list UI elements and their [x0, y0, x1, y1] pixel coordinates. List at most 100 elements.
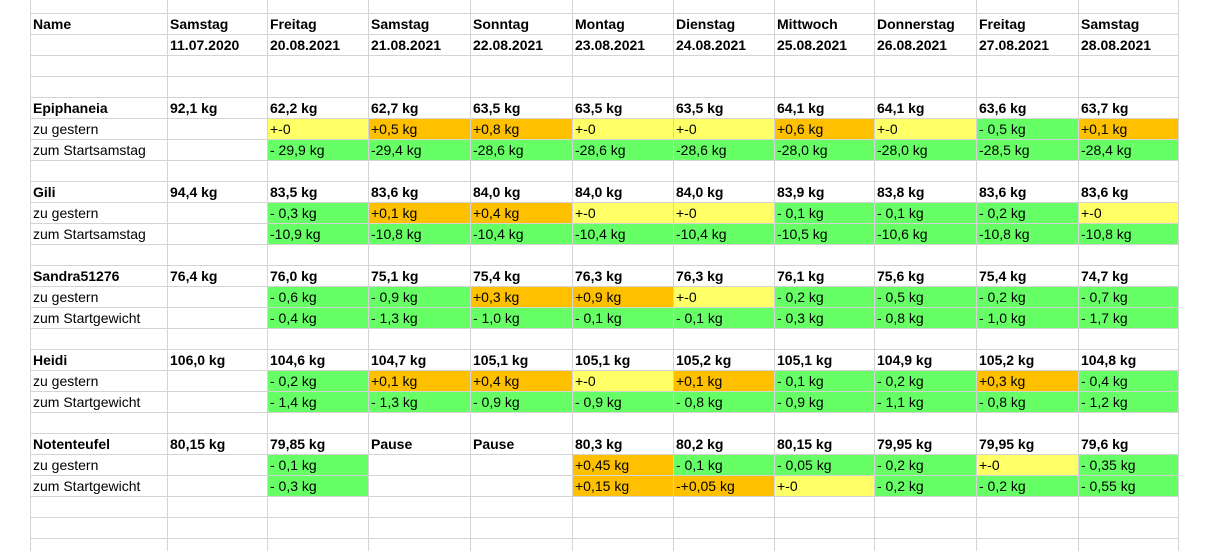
- weight-cell[interactable]: 83,6 kg: [979, 184, 1027, 200]
- header-day-cell[interactable]: Sonntag: [473, 16, 529, 32]
- delta-start-cell[interactable]: -10,6 kg: [875, 224, 976, 244]
- header-name-cell[interactable]: Name: [33, 16, 72, 32]
- header-day-cell[interactable]: Mittwoch: [777, 16, 838, 32]
- delta-start-cell[interactable]: - 0,1 kg: [674, 308, 774, 328]
- delta-yesterday-cell[interactable]: - 0,35 kg: [1079, 455, 1178, 475]
- weight-cell[interactable]: 79,85 kg: [270, 436, 326, 452]
- header-day-cell[interactable]: Freitag: [979, 16, 1026, 32]
- weight-cell[interactable]: 104,9 kg: [877, 352, 933, 368]
- delta-start-cell[interactable]: - 1,0 kg: [471, 308, 572, 328]
- delta-start-cell[interactable]: - 0,8 kg: [875, 308, 976, 328]
- delta-start-cell[interactable]: - 0,3 kg: [268, 476, 368, 496]
- delta-yesterday-cell[interactable]: +0,4 kg: [471, 371, 572, 391]
- header-date-cell[interactable]: 21.08.2021: [371, 37, 442, 53]
- weight-cell[interactable]: 64,1 kg: [777, 100, 825, 116]
- delta-yesterday-cell[interactable]: - 0,1 kg: [775, 203, 874, 223]
- weight-cell[interactable]: 74,7 kg: [1081, 268, 1129, 284]
- delta-start-cell[interactable]: -28,6 kg: [674, 140, 774, 160]
- person-name-cell[interactable]: Epiphaneia: [33, 100, 108, 116]
- delta-start-cell[interactable]: -10,4 kg: [573, 224, 673, 244]
- delta-start-cell[interactable]: -28,0 kg: [775, 140, 874, 160]
- delta-yesterday-cell[interactable]: - 0,4 kg: [1079, 371, 1178, 391]
- delta-start-cell[interactable]: - 0,8 kg: [674, 392, 774, 412]
- weight-cell[interactable]: 63,7 kg: [1081, 100, 1129, 116]
- weight-cell[interactable]: 105,1 kg: [777, 352, 833, 368]
- row-label-cell[interactable]: zum Startgewicht: [33, 310, 141, 326]
- delta-yesterday-cell[interactable]: [471, 455, 572, 475]
- delta-yesterday-cell[interactable]: +0,1 kg: [674, 371, 774, 391]
- delta-yesterday-cell[interactable]: +-0: [977, 455, 1078, 475]
- weight-cell[interactable]: 63,5 kg: [473, 100, 521, 116]
- header-day-cell[interactable]: Samstag: [371, 16, 430, 32]
- weight-cell[interactable]: 104,7 kg: [371, 352, 427, 368]
- delta-yesterday-cell[interactable]: - 0,1 kg: [674, 455, 774, 475]
- delta-start-cell[interactable]: -+0,05 kg: [674, 476, 774, 496]
- row-label-cell[interactable]: zum Startgewicht: [33, 394, 141, 410]
- delta-start-cell[interactable]: -10,4 kg: [674, 224, 774, 244]
- delta-yesterday-cell[interactable]: +0,1 kg: [369, 371, 470, 391]
- weight-cell[interactable]: 75,1 kg: [371, 268, 419, 284]
- weight-cell[interactable]: 83,6 kg: [371, 184, 419, 200]
- weight-cell[interactable]: 106,0 kg: [170, 352, 226, 368]
- delta-yesterday-cell[interactable]: +-0: [875, 119, 976, 139]
- delta-start-cell[interactable]: -28,5 kg: [977, 140, 1078, 160]
- person-name-cell[interactable]: Notenteufel: [33, 436, 110, 452]
- weight-cell[interactable]: 94,4 kg: [170, 184, 218, 200]
- delta-start-cell[interactable]: +0,15 kg: [573, 476, 673, 496]
- delta-yesterday-cell[interactable]: - 0,2 kg: [875, 371, 976, 391]
- delta-start-cell[interactable]: - 0,2 kg: [977, 476, 1078, 496]
- delta-start-cell[interactable]: -29,4 kg: [369, 140, 470, 160]
- delta-start-cell[interactable]: -10,8 kg: [977, 224, 1078, 244]
- delta-yesterday-cell[interactable]: +0,45 kg: [573, 455, 673, 475]
- row-label-cell[interactable]: zum Startsamstag: [33, 142, 146, 158]
- delta-start-cell[interactable]: - 0,3 kg: [775, 308, 874, 328]
- weight-cell[interactable]: 92,1 kg: [170, 100, 218, 116]
- delta-yesterday-cell[interactable]: - 0,6 kg: [268, 287, 368, 307]
- delta-yesterday-cell[interactable]: +-0: [674, 287, 774, 307]
- weight-cell[interactable]: 76,3 kg: [575, 268, 623, 284]
- delta-yesterday-cell[interactable]: +-0: [573, 119, 673, 139]
- delta-start-cell[interactable]: -10,5 kg: [775, 224, 874, 244]
- weight-cell[interactable]: 84,0 kg: [676, 184, 724, 200]
- weight-cell[interactable]: 83,8 kg: [877, 184, 925, 200]
- delta-start-cell[interactable]: - 0,8 kg: [977, 392, 1078, 412]
- delta-start-cell[interactable]: -28,4 kg: [1079, 140, 1178, 160]
- weight-cell[interactable]: 62,2 kg: [270, 100, 318, 116]
- delta-yesterday-cell[interactable]: - 0,5 kg: [977, 119, 1078, 139]
- delta-start-cell[interactable]: - 1,3 kg: [369, 392, 470, 412]
- delta-start-cell[interactable]: [471, 476, 572, 496]
- weight-cell[interactable]: 79,6 kg: [1081, 436, 1129, 452]
- row-label-cell[interactable]: zu gestern: [33, 121, 99, 137]
- weight-cell[interactable]: 76,3 kg: [676, 268, 724, 284]
- delta-start-cell[interactable]: - 29,9 kg: [268, 140, 368, 160]
- delta-start-cell[interactable]: - 0,9 kg: [573, 392, 673, 412]
- delta-start-cell[interactable]: - 1,4 kg: [268, 392, 368, 412]
- delta-start-cell[interactable]: -10,8 kg: [369, 224, 470, 244]
- delta-start-cell[interactable]: - 0,1 kg: [573, 308, 673, 328]
- delta-start-cell[interactable]: -10,4 kg: [471, 224, 572, 244]
- delta-start-cell[interactable]: +-0: [775, 476, 874, 496]
- weight-cell[interactable]: 80,3 kg: [575, 436, 623, 452]
- weight-cell[interactable]: 79,95 kg: [877, 436, 933, 452]
- row-label-cell[interactable]: zum Startgewicht: [33, 478, 141, 494]
- weight-cell[interactable]: 75,4 kg: [473, 268, 521, 284]
- delta-yesterday-cell[interactable]: +0,1 kg: [369, 203, 470, 223]
- delta-start-cell[interactable]: - 0,2 kg: [875, 476, 976, 496]
- delta-yesterday-cell[interactable]: +-0: [573, 371, 673, 391]
- header-date-cell[interactable]: 11.07.2020: [170, 37, 240, 53]
- row-label-cell[interactable]: zu gestern: [33, 457, 99, 473]
- weight-cell[interactable]: 76,4 kg: [170, 268, 218, 284]
- weight-cell[interactable]: 80,15 kg: [777, 436, 833, 452]
- weight-cell[interactable]: 75,6 kg: [877, 268, 925, 284]
- delta-start-cell[interactable]: - 1,7 kg: [1079, 308, 1178, 328]
- header-date-cell[interactable]: 22.08.2021: [473, 37, 544, 53]
- delta-yesterday-cell[interactable]: +0,8 kg: [471, 119, 572, 139]
- delta-start-cell[interactable]: -28,6 kg: [471, 140, 572, 160]
- row-label-cell[interactable]: zum Startsamstag: [33, 226, 146, 242]
- header-date-cell[interactable]: 23.08.2021: [575, 37, 646, 53]
- header-date-cell[interactable]: 28.08.2021: [1081, 37, 1152, 53]
- delta-yesterday-cell[interactable]: +0,5 kg: [369, 119, 470, 139]
- header-day-cell[interactable]: Freitag: [270, 16, 317, 32]
- weight-cell[interactable]: 63,6 kg: [979, 100, 1027, 116]
- header-day-cell[interactable]: Dienstag: [676, 16, 736, 32]
